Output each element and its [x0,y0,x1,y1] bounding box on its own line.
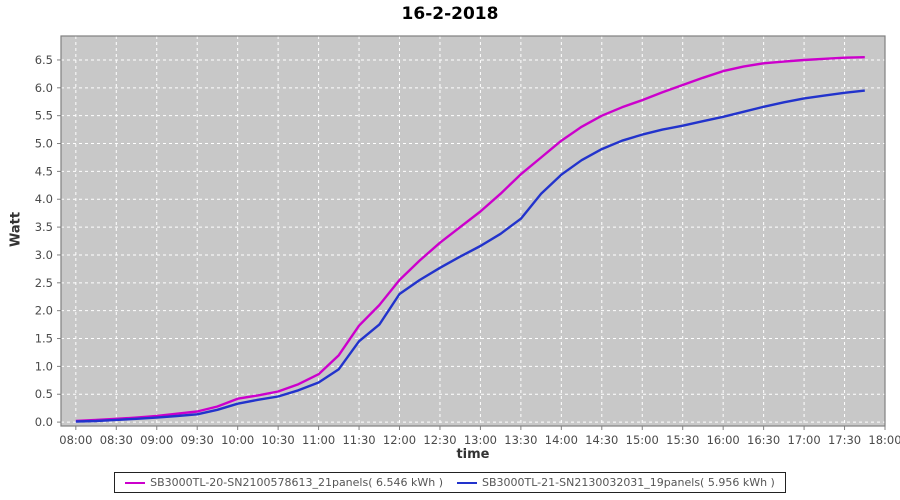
series-1-line-swatch [125,481,146,484]
y-tick-label: 0.5 [35,387,53,401]
legend-item-series-1: SB3000TL-20-SN2100578613_21panels( 6.546… [125,476,443,489]
plot-background [61,36,885,426]
x-tick-label: 17:00 [788,433,821,447]
x-tick-label: 10:00 [221,433,254,447]
y-tick-label: 2.0 [35,304,53,318]
x-tick-label: 13:30 [504,433,537,447]
plot-area: 0.0 0.5 1.0 1.5 2.0 2.5 3.0 3.5 4.0 4.5 5.0 5.5 6.0 6… [35,35,900,447]
series-line-2 [75,89,865,423]
x-tick-label: 08:30 [100,433,133,447]
y-axis-label: Watt [8,211,24,248]
x-tick-label: 12:00 [383,433,416,447]
y-tick-label: 0.0 [35,415,53,429]
legend-item-series-2: SB3000TL-21-SN2130032031_19panels( 5.956… [457,476,775,489]
series-2-label: SB3000TL-21-SN2130032031_19panels( 5.956… [482,476,775,489]
x-tick-label: 09:30 [181,433,214,447]
x-tick-label: 16:00 [707,433,740,447]
y-tick-label: 5.5 [35,109,53,123]
legend-box: SB3000TL-20-SN2100578613_21panels( 6.546… [114,472,786,493]
y-tick-label: 1.5 [35,332,53,346]
series-1-label: SB3000TL-20-SN2100578613_21panels( 6.546… [150,476,443,489]
x-tick-label: 12:30 [423,433,456,447]
plot-border [60,35,886,427]
chart-title: 16-2-2018 [401,4,499,24]
y-tick-label: 4.5 [35,164,53,178]
x-tick-label: 11:00 [302,433,335,447]
x-tick-label: 14:00 [545,433,578,447]
y-tick-label: 3.0 [35,248,53,262]
x-tick-label: 14:30 [585,433,618,447]
series-line-1 [75,56,865,423]
x-tick-label: 11:30 [342,433,375,447]
x-tick-label: 10:30 [262,433,295,447]
x-tick-label: 15:30 [666,433,699,447]
y-tick-label: 2.5 [35,276,53,290]
x-tick-label: 16:30 [747,433,780,447]
x-tick-label: 15:00 [626,433,659,447]
y-tick-label: 3.5 [35,220,53,234]
y-tick-label: 5.0 [35,137,53,151]
x-tick-label: 18:00 [868,433,900,447]
legend: SB3000TL-20-SN2100578613_21panels( 6.546… [0,472,900,493]
y-tick-label: 4.0 [35,192,53,206]
x-tick-label: 09:00 [140,433,173,447]
x-tick-label: 17:30 [828,433,861,447]
y-tick-label: 6.5 [35,53,53,67]
y-tick-label: 6.0 [35,81,53,95]
x-tick-label: 13:00 [464,433,497,447]
y-tick-label: 1.0 [35,359,53,373]
x-axis-label: time [456,447,490,462]
series-2-line-swatch [457,481,477,484]
x-tick-label: 08:00 [59,433,92,447]
